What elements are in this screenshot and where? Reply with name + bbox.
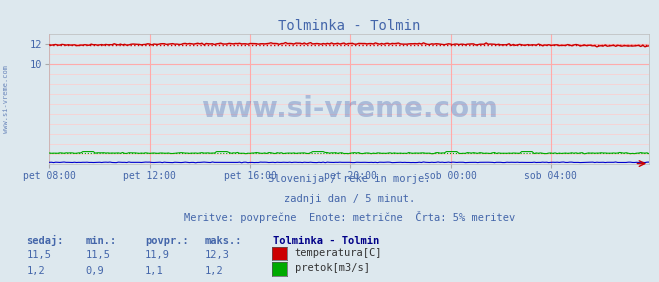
Text: temperatura[C]: temperatura[C] bbox=[295, 248, 382, 258]
Text: povpr.:: povpr.: bbox=[145, 236, 188, 246]
Text: 12,3: 12,3 bbox=[204, 250, 229, 260]
Text: pretok[m3/s]: pretok[m3/s] bbox=[295, 263, 370, 273]
Text: maks.:: maks.: bbox=[204, 236, 242, 246]
Text: Slovenija / reke in morje.: Slovenija / reke in morje. bbox=[268, 174, 430, 184]
Text: www.si-vreme.com: www.si-vreme.com bbox=[201, 95, 498, 123]
Text: www.si-vreme.com: www.si-vreme.com bbox=[3, 65, 9, 133]
Text: zadnji dan / 5 minut.: zadnji dan / 5 minut. bbox=[283, 194, 415, 204]
Text: Meritve: povprečne  Enote: metrične  Črta: 5% meritev: Meritve: povprečne Enote: metrične Črta:… bbox=[184, 212, 515, 223]
Text: min.:: min.: bbox=[86, 236, 117, 246]
Title: Tolminka - Tolmin: Tolminka - Tolmin bbox=[278, 19, 420, 33]
Text: 1,1: 1,1 bbox=[145, 266, 163, 276]
Text: 0,9: 0,9 bbox=[86, 266, 104, 276]
Text: 11,5: 11,5 bbox=[26, 250, 51, 260]
Text: 1,2: 1,2 bbox=[26, 266, 45, 276]
Text: 11,5: 11,5 bbox=[86, 250, 111, 260]
Text: sedaj:: sedaj: bbox=[26, 235, 64, 246]
Text: Tolminka - Tolmin: Tolminka - Tolmin bbox=[273, 236, 380, 246]
Text: 11,9: 11,9 bbox=[145, 250, 170, 260]
Text: 1,2: 1,2 bbox=[204, 266, 223, 276]
